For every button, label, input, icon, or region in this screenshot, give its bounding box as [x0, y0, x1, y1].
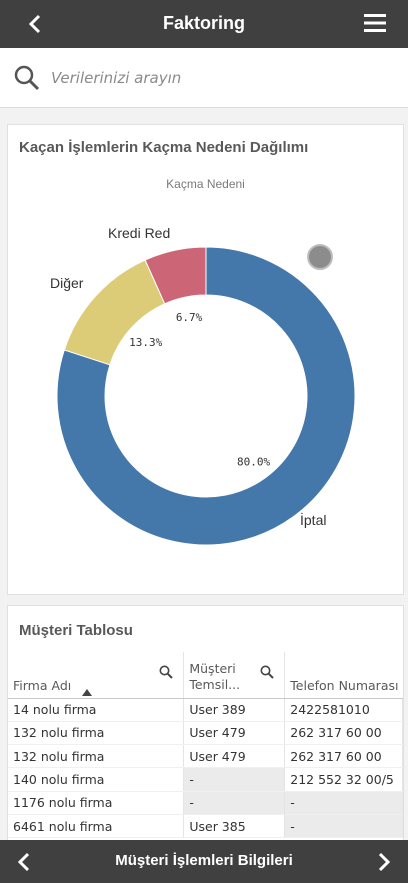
- chart-title: Kaçan İşlemlerin Kaçma Nedeni Dağılımı: [19, 139, 309, 156]
- cell-temsilci: -: [183, 791, 286, 815]
- data-label: 6.7%: [176, 311, 203, 324]
- column-label: Müşteri Temsil...: [189, 660, 241, 692]
- previous-sheet-icon[interactable]: [16, 852, 32, 876]
- column-label: Firma Adı: [13, 677, 72, 693]
- slice-category-label: İptal: [300, 511, 326, 528]
- search-icon[interactable]: [260, 665, 274, 682]
- table-title: Müşteri Tablosu: [19, 622, 133, 639]
- slice-category-label: Kredi Red: [108, 225, 170, 241]
- cell-telefon: -: [284, 791, 403, 815]
- table-row[interactable]: 132 nolu firma User 479 262 317 60 00: [8, 721, 403, 746]
- column-header-telefon[interactable]: Telefon Numarası: [284, 652, 403, 699]
- customer-table: Firma Adı Müşteri Temsil... Telefon Numa…: [8, 652, 403, 839]
- cell-temsilci: User 389: [183, 698, 286, 722]
- pie-slice-i̇ptal[interactable]: [56, 246, 356, 546]
- sheet-title: Müşteri İşlemleri Bilgileri: [115, 852, 293, 869]
- cell-telefon: 262 317 60 00: [284, 721, 403, 746]
- bottom-nav-bar: Müşteri İşlemleri Bilgileri: [0, 840, 408, 883]
- sort-ascending-icon[interactable]: [82, 688, 92, 696]
- cell-firma: 1176 nolu firma: [8, 791, 185, 815]
- cell-telefon: 212 552 32 00/5: [284, 767, 403, 792]
- pie-slice-kredi-red[interactable]: [144, 246, 207, 305]
- search-bar[interactable]: Verilerinizi arayın: [0, 48, 408, 108]
- cell-temsilci: User 479: [183, 744, 286, 769]
- donut-chart[interactable]: 80.0% İptal 13.3% Diğer 6.7% Kredi Red: [8, 125, 405, 596]
- app-title: Faktoring: [162, 13, 245, 33]
- table-card: Müşteri Tablosu Firma Adı Müşteri Temsil…: [7, 605, 404, 845]
- cell-telefon: -: [284, 814, 403, 839]
- back-icon[interactable]: [22, 10, 48, 38]
- table-row[interactable]: 1176 nolu firma - -: [8, 791, 403, 815]
- column-label: Telefon Numarası: [290, 677, 399, 693]
- slice-category-label: Diğer: [50, 275, 84, 291]
- table-row[interactable]: 14 nolu firma User 389 2422581010: [8, 698, 403, 722]
- chart-toggle-button[interactable]: [307, 244, 333, 270]
- cell-firma: 14 nolu firma: [8, 698, 185, 722]
- search-input[interactable]: Verilerinizi arayın: [51, 69, 182, 87]
- top-bar: Faktoring: [0, 0, 408, 48]
- table-row[interactable]: 6461 nolu firma User 385 -: [8, 814, 403, 839]
- data-label: 13.3%: [129, 336, 162, 349]
- cell-firma: 132 nolu firma: [8, 721, 185, 746]
- table-row[interactable]: 140 nolu firma - 212 552 32 00/5: [8, 767, 403, 792]
- chart-subtitle: Kaçma Nedeni: [166, 177, 245, 191]
- cell-telefon: 262 317 60 00: [284, 744, 403, 769]
- cell-temsilci: User 479: [183, 721, 286, 746]
- cell-firma: 132 nolu firma: [8, 744, 185, 769]
- column-header-firma[interactable]: Firma Adı: [8, 652, 185, 699]
- next-sheet-icon[interactable]: [376, 852, 392, 876]
- cell-telefon: 2422581010: [284, 698, 403, 722]
- chart-card: Kaçan İşlemlerin Kaçma Nedeni Dağılımı K…: [7, 124, 404, 595]
- cell-firma: 6461 nolu firma: [8, 814, 185, 839]
- cell-temsilci: -: [183, 767, 286, 792]
- table-row[interactable]: 132 nolu firma User 479 262 317 60 00: [8, 744, 403, 769]
- cell-firma: 140 nolu firma: [8, 767, 185, 792]
- column-header-temsilci[interactable]: Müşteri Temsil...: [183, 652, 286, 699]
- data-label: 80.0%: [237, 456, 270, 469]
- search-icon: [14, 65, 40, 95]
- cell-temsilci: User 385: [183, 814, 286, 839]
- search-icon[interactable]: [159, 665, 174, 682]
- hamburger-menu-icon[interactable]: [364, 13, 386, 33]
